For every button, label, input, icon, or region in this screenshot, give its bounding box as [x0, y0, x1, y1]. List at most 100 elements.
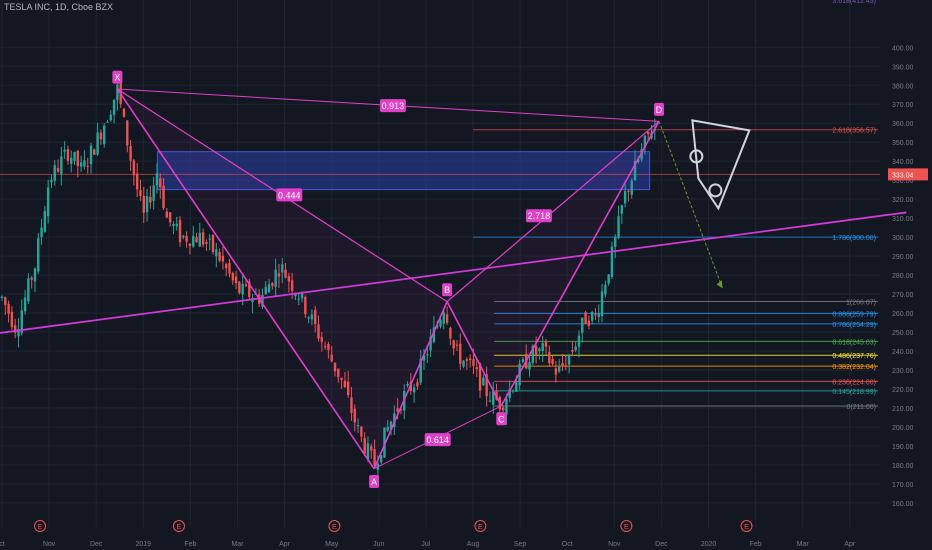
arrow-circle-bottom [708, 183, 723, 198]
point-label-c: C [498, 414, 505, 424]
price-tick: 230.00 [892, 368, 914, 375]
candle-body [109, 114, 113, 121]
candle-body [79, 162, 83, 167]
candle-body [607, 274, 610, 284]
candle-body [132, 160, 136, 176]
candle-body [281, 264, 284, 273]
top-fib-label: 3.618(412.45) [832, 0, 876, 5]
earnings-marker [328, 520, 341, 532]
candle-body [567, 354, 571, 365]
forecast-arrow-line [658, 121, 724, 289]
leg-cd [500, 120, 660, 407]
candle-body [581, 317, 584, 333]
candle-body [185, 235, 188, 242]
candle-body [330, 354, 333, 362]
candle-body [389, 421, 393, 430]
candle-body [261, 294, 264, 307]
time-tick: Dec [90, 541, 103, 548]
candle-body [116, 84, 119, 101]
candle-body [195, 237, 198, 243]
supply-zone [156, 151, 651, 191]
candle-body [126, 120, 129, 146]
ratio-label: 0.444 [278, 190, 301, 200]
price-tick: 340.00 [892, 159, 914, 166]
candle-body [155, 173, 159, 186]
price-tick: 200.00 [892, 425, 914, 432]
candle-body [17, 328, 20, 337]
candle-body [231, 273, 234, 281]
price-axis[interactable]: 160.00 170.00 180.00 190.00 200.00 210.00 220.… [888, 45, 928, 508]
fib-upper-label: 2.618(356.57) [832, 128, 876, 135]
time-tick: Aug [467, 541, 480, 548]
candle-body [165, 211, 169, 218]
candle-body [112, 99, 116, 115]
candle-body [103, 125, 106, 145]
xab-triangle [117, 89, 448, 469]
candle-body [531, 345, 535, 363]
candle-body [234, 276, 238, 284]
candle-body [93, 149, 96, 155]
point-label-b-bg [442, 283, 453, 297]
candle-body [323, 346, 327, 348]
candle-body [7, 303, 10, 314]
time-tick: Apr [844, 541, 856, 548]
point-label-d: D [656, 105, 663, 115]
candle-body [594, 314, 597, 316]
candle-body [488, 400, 492, 402]
candle-body [198, 232, 202, 247]
candle-body [37, 238, 40, 272]
candle-body [60, 156, 63, 175]
time-tick: Nov [608, 541, 621, 548]
candle-body [485, 374, 488, 397]
time-axis[interactable]: ct Nov Dec 2019 Feb Mar Apr May Jun Jul Aug Sep Oct N… [0, 540, 932, 550]
time-tick: Feb [750, 541, 762, 548]
candle-body [478, 363, 482, 391]
leg-ab [373, 301, 448, 469]
candle-body [297, 298, 300, 300]
candle-body [73, 151, 76, 161]
earnings-marker-label: E [624, 524, 629, 531]
candle-body [571, 350, 574, 352]
pattern-labels: X A B C D 0.913 0.444 0.614 2.718 [112, 70, 665, 488]
fib-label: 0.886(259.79) [832, 311, 876, 318]
bcd-triangle [447, 121, 660, 407]
price-tick: 170.00 [892, 482, 914, 489]
candle-body [538, 348, 541, 352]
candle-body [360, 426, 363, 437]
current-price-tag: 333.04 [892, 172, 914, 179]
point-label-c-bg [496, 412, 507, 426]
price-tick: 180.00 [892, 463, 914, 470]
candle-body [70, 158, 73, 164]
candle-body [43, 211, 47, 232]
ratio-label-bg [379, 99, 406, 113]
candle-body [610, 246, 614, 278]
ratio-label-bg [525, 209, 552, 223]
candle-body [637, 159, 640, 163]
candle-body [172, 223, 175, 226]
candle-body [633, 161, 637, 181]
candle-body [620, 205, 624, 214]
price-tick: 310.00 [892, 216, 914, 223]
price-tick: 400.00 [892, 45, 914, 52]
down-arrow-drawing [691, 119, 751, 211]
candle-body [337, 368, 340, 378]
candle-body [340, 377, 343, 380]
ratio-bd [446, 120, 660, 303]
fib-label: 0.382(232.04) [832, 364, 876, 371]
chart-title: TESLA INC, 1D, Cboe BZX [4, 2, 114, 12]
candle-body [468, 358, 472, 361]
candle-body [432, 327, 436, 342]
candle-body [307, 317, 310, 319]
candle-body [63, 149, 66, 152]
price-tick: 360.00 [892, 121, 914, 128]
candle-body [50, 179, 53, 183]
candle-body [86, 165, 89, 167]
candle-body [290, 280, 294, 291]
candle-body [574, 346, 577, 351]
candle-body [541, 343, 544, 352]
price-tick: 270.00 [892, 292, 914, 299]
candle-body [152, 185, 155, 201]
candle-body [600, 291, 604, 317]
candle-body [462, 360, 465, 367]
